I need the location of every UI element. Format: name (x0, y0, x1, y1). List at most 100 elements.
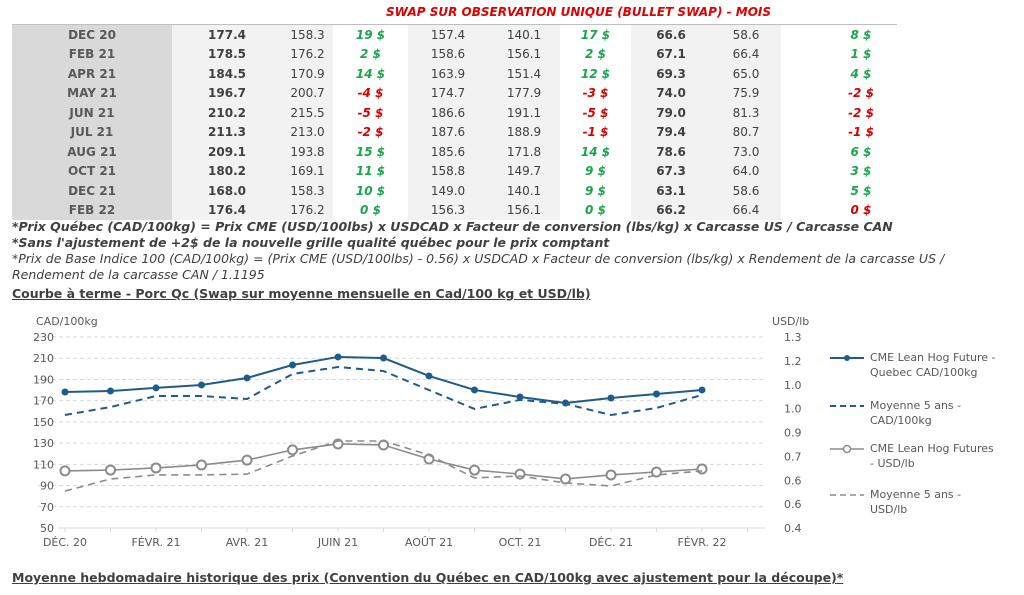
cell-b1: 186.6 (408, 103, 488, 123)
table-row: APR 21 184.5 170.9 14 $163.9 151.4 12 $69.3 65… (12, 64, 941, 84)
cell-d3: 8 $ (781, 25, 941, 45)
data-point (198, 381, 205, 389)
cell-d1: 10 $ (333, 181, 408, 201)
data-point (241, 454, 253, 466)
cell-d1: 2 $ (333, 44, 408, 64)
cell-d3: 0 $ (781, 200, 941, 220)
cell-d3: -2 $ (781, 103, 941, 123)
cell-a1: 210.2 (172, 103, 282, 123)
cell-month: AUG 21 (12, 142, 172, 162)
cell-a2: 169.1 (282, 161, 333, 181)
cell-d2: -1 $ (560, 122, 631, 142)
cell-a1: 180.2 (172, 161, 282, 181)
cell-a2: 200.7 (282, 83, 333, 103)
cell-b2: 191.1 (488, 103, 560, 123)
cell-b2: 177.9 (488, 83, 560, 103)
y-tick-label: 70 (40, 501, 54, 514)
cell-c1: 66.6 (631, 25, 711, 45)
y-tick-label: 90 (40, 480, 54, 493)
data-point (469, 464, 480, 476)
legend-label: Moyenne 5 ans - (870, 399, 962, 412)
y-tick-label: 130 (33, 437, 54, 450)
cell-b2: 156.1 (488, 44, 560, 64)
cell-c1: 67.3 (631, 161, 711, 181)
cell-a2: 213.0 (282, 122, 333, 142)
x-tick-label: OCT. 21 (499, 536, 542, 549)
data-point (105, 464, 116, 476)
y2-tick-label: 0.7 (784, 450, 802, 463)
data-point (698, 386, 706, 394)
cell-d2: 17 $ (560, 25, 631, 45)
cell-d2: 2 $ (560, 44, 631, 64)
y-tick-label: 190 (33, 373, 54, 386)
y2-tick-label: 1.3 (784, 331, 802, 344)
table-row: JUN 21 210.2 215.5 -5 $186.6 191.1 -5 $79.0 81… (12, 103, 941, 123)
cell-d2: 9 $ (560, 181, 631, 201)
y2-tick-label: 0.4 (784, 522, 802, 535)
data-point (471, 386, 478, 394)
cell-c1: 74.0 (631, 83, 711, 103)
y2-tick-label: 1.2 (784, 355, 802, 368)
cell-c1: 66.2 (631, 200, 711, 220)
cell-month: DEC 21 (12, 181, 172, 201)
x-tick-label: FÉVR. 21 (131, 536, 180, 549)
y2-tick-label: 1.0 (784, 403, 802, 416)
data-point (287, 444, 298, 456)
cell-b1: 185.6 (408, 142, 488, 162)
cell-b1: 156.3 (408, 200, 488, 220)
data-point (289, 361, 296, 369)
data-point (152, 384, 160, 392)
cell-b2: 140.1 (488, 25, 560, 45)
cell-d2: 0 $ (560, 200, 631, 220)
x-tick-label: DÉC. 21 (589, 536, 633, 549)
cell-a1: 176.4 (172, 200, 282, 220)
table-row: FEB 22 176.4 176.2 0 $156.3 156.1 0 $66.2 66.4… (12, 200, 941, 220)
cell-month: FEB 21 (12, 44, 172, 64)
cell-d2: 9 $ (560, 161, 631, 181)
data-point (380, 354, 387, 362)
cell-c1: 79.0 (631, 103, 711, 123)
cell-a1: 209.1 (172, 142, 282, 162)
x-tick-label: AOÛT 21 (405, 536, 453, 549)
cell-c2: 75.9 (711, 83, 781, 103)
cell-c2: 66.4 (711, 44, 781, 64)
legend-solid-dot-icon (830, 355, 864, 361)
cell-c2: 80.7 (711, 122, 781, 142)
cell-month: DEC 20 (12, 25, 172, 45)
data-point (605, 469, 617, 481)
y2-axis-title: USD/lb (772, 315, 809, 328)
cell-d1: 14 $ (333, 64, 408, 84)
table-row: DEC 21 168.0 158.3 10 $149.0 140.1 9 $63.1 58.… (12, 181, 941, 201)
cell-month: JUL 21 (12, 122, 172, 142)
cell-a1: 177.4 (172, 25, 282, 45)
cell-b1: 149.0 (408, 181, 488, 201)
y-tick-label: 150 (33, 416, 54, 429)
footnote-prix-quebec: *Prix Québec (CAD/100kg) = Prix CME (USD… (12, 219, 893, 234)
cell-c2: 81.3 (711, 103, 781, 123)
x-tick-label: FÉVR. 22 (677, 536, 726, 549)
y2-tick-label: 0.9 (784, 427, 802, 440)
cell-a1: 178.5 (172, 44, 282, 64)
y-axis-title: CAD/100kg (36, 315, 98, 328)
series-line-1 (64, 366, 703, 417)
footnote-ajustement: *Sans l'ajustement de +2$ de la nouvelle… (12, 235, 610, 250)
series-line-3 (64, 440, 703, 492)
legend-label: CAD/100kg (870, 414, 932, 427)
data-point (607, 394, 615, 402)
cell-c2: 65.0 (711, 64, 781, 84)
cell-d1: 11 $ (333, 161, 408, 181)
cell-d2: 14 $ (560, 142, 631, 162)
cell-a2: 158.3 (282, 25, 333, 45)
weekly-section-title: Moyenne hebdomadaire historique des prix… (12, 570, 844, 585)
legend-dashed-icon (830, 405, 864, 407)
swap-table-title: SWAP SUR OBSERVATION UNIQUE (BULLET SWAP… (386, 5, 772, 19)
cell-d1: -2 $ (333, 122, 408, 142)
title-divider (12, 24, 897, 25)
cell-a2: 215.5 (282, 103, 333, 123)
cell-d3: 3 $ (781, 161, 941, 181)
y-tick-label: 50 (40, 522, 54, 535)
cell-c2: 58.6 (711, 181, 781, 201)
cell-b2: 149.7 (488, 161, 560, 181)
cell-c1: 78.6 (631, 142, 711, 162)
cell-d3: -2 $ (781, 83, 941, 103)
